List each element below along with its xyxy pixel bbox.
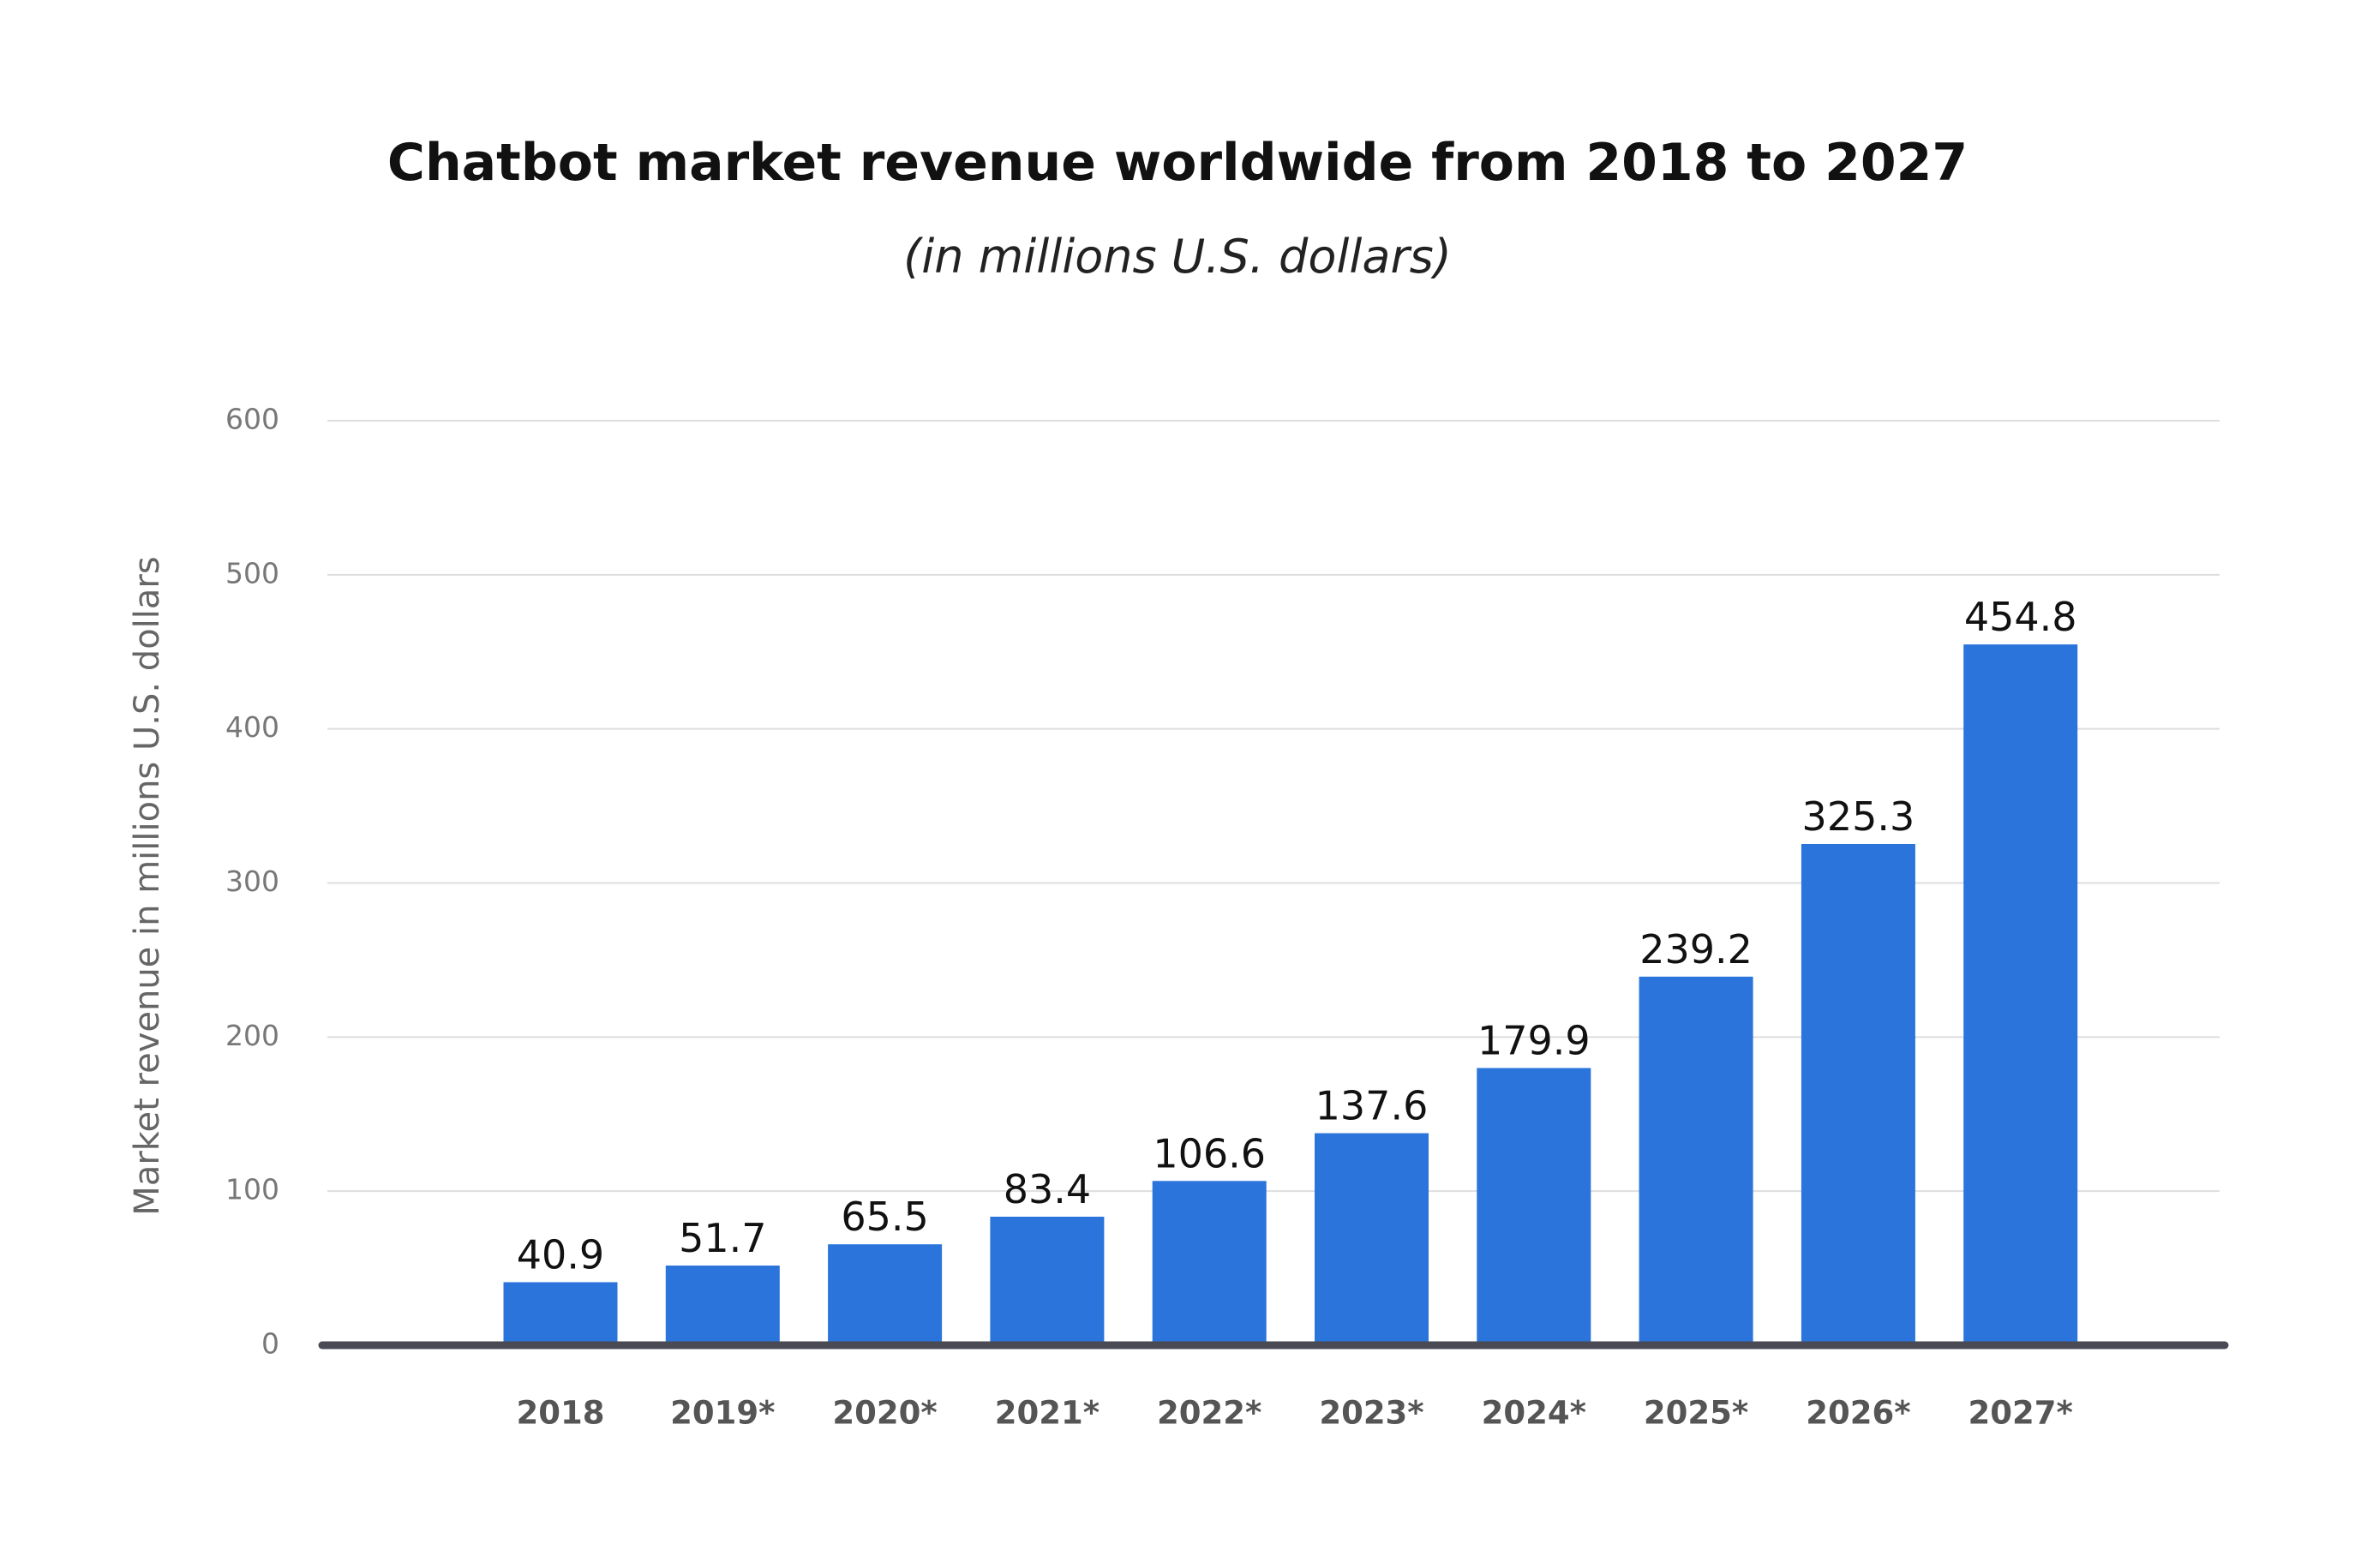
- value-label: 51.7: [679, 1215, 766, 1261]
- x-tick-label: 2025*: [1644, 1395, 1748, 1432]
- bar: [665, 1266, 780, 1345]
- y-tick-label: 500: [225, 556, 279, 589]
- bar: [1477, 1068, 1591, 1345]
- x-tick-label: 2023*: [1319, 1395, 1423, 1432]
- x-tick-label: 2018: [517, 1395, 605, 1432]
- x-tick-label: 2020*: [832, 1395, 937, 1432]
- bar: [1963, 644, 2078, 1345]
- y-tick-label: 100: [225, 1173, 279, 1206]
- value-label: 179.9: [1477, 1017, 1591, 1063]
- y-tick-label: 400: [225, 710, 279, 744]
- x-tick-label: 2021*: [995, 1395, 1100, 1432]
- bar: [828, 1244, 943, 1345]
- x-tick-label: 2027*: [1968, 1395, 2073, 1432]
- x-tick-label: 2019*: [670, 1395, 775, 1432]
- value-label: 83.4: [1004, 1166, 1091, 1212]
- y-tick-label: 300: [225, 865, 279, 898]
- x-tick-label: 2022*: [1157, 1395, 1261, 1432]
- y-tick-label: 200: [225, 1019, 279, 1052]
- y-tick-label: 0: [261, 1327, 279, 1361]
- bar: [990, 1217, 1105, 1345]
- x-tick-label: 2026*: [1806, 1395, 1910, 1432]
- bar: [1639, 976, 1753, 1345]
- chart-subtitle: (in millions U.S. dollars): [903, 230, 1452, 284]
- value-label: 65.5: [841, 1194, 928, 1240]
- y-tick-label: 600: [225, 403, 279, 436]
- bar: [1152, 1181, 1267, 1345]
- y-axis-label: Market revenue in millions U.S. dollars: [128, 556, 167, 1215]
- value-label: 454.8: [1964, 594, 2077, 640]
- x-tick-label: 2024*: [1482, 1395, 1586, 1432]
- value-label: 106.6: [1153, 1130, 1266, 1176]
- value-label: 40.9: [517, 1231, 604, 1278]
- value-label: 239.2: [1639, 926, 1753, 973]
- chart-title: Chatbot market revenue worldwide from 20…: [387, 133, 1968, 193]
- value-label: 325.3: [1802, 793, 1915, 840]
- bar: [1315, 1133, 1429, 1345]
- value-label: 137.6: [1315, 1083, 1429, 1129]
- bar: [503, 1282, 618, 1345]
- bar: [1801, 844, 1915, 1345]
